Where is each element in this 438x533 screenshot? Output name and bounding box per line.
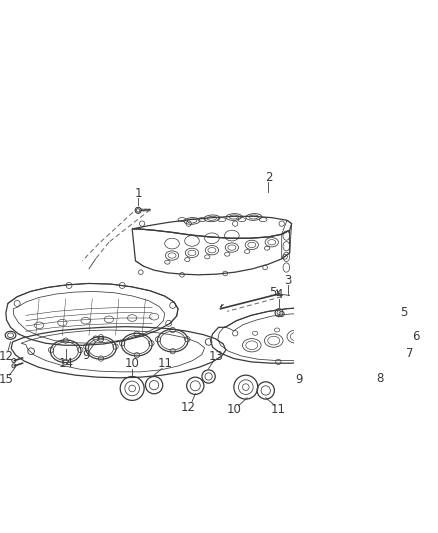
Text: 7: 7 [406, 348, 413, 360]
Text: 1: 1 [134, 187, 142, 200]
Text: 11: 11 [270, 403, 285, 416]
Text: 11: 11 [157, 357, 172, 370]
Text: 13: 13 [209, 350, 224, 363]
Text: 12: 12 [0, 350, 14, 363]
Text: 9: 9 [295, 373, 303, 386]
Text: 15: 15 [0, 373, 13, 386]
Text: 14: 14 [58, 357, 73, 370]
Text: 9: 9 [82, 349, 89, 362]
Text: 6: 6 [412, 330, 420, 343]
Text: 10: 10 [125, 357, 140, 370]
Text: 8: 8 [376, 372, 384, 385]
Text: 10: 10 [226, 403, 241, 416]
Text: 5: 5 [400, 305, 408, 319]
Text: 5: 5 [268, 286, 276, 299]
Text: 4: 4 [276, 288, 283, 301]
Text: 3: 3 [285, 274, 292, 287]
Text: 2: 2 [265, 171, 272, 184]
Text: 12: 12 [181, 401, 196, 414]
